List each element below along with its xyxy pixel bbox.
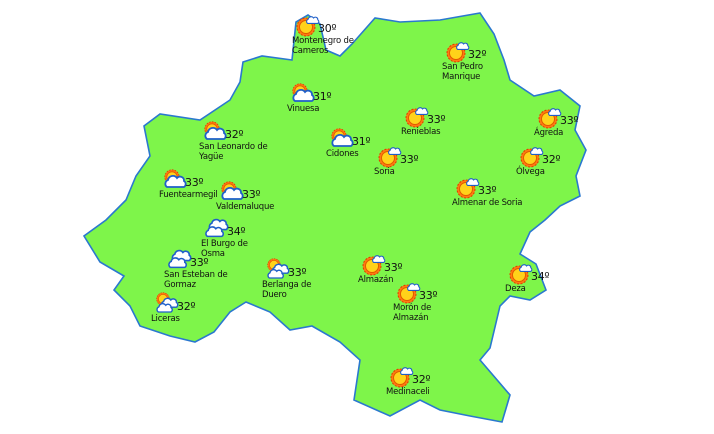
- temperature: 30º: [318, 22, 337, 35]
- cloud-sun-icon: [163, 168, 187, 192]
- location-name: Liceras: [151, 314, 180, 324]
- location-name: San Leonardo de Yagüe: [199, 142, 268, 162]
- location-name: Renieblas: [401, 127, 441, 137]
- location-name: Almenar de Soria: [452, 198, 523, 208]
- location-name: Almazán: [358, 275, 394, 285]
- temperature: 32º: [177, 300, 196, 313]
- location-name: Vinuesa: [287, 104, 320, 114]
- temperature: 32º: [468, 48, 487, 61]
- location-name: San Pedro Manrique: [442, 62, 483, 82]
- temperature: 33º: [288, 266, 307, 279]
- location-name: Morón de Almazán: [393, 303, 432, 323]
- sun-small-cloud-icon: [538, 106, 562, 130]
- temperature: 33º: [185, 176, 204, 189]
- temperature: 33º: [190, 256, 209, 269]
- temperature: 33º: [419, 289, 438, 302]
- sun-small-cloud-icon: [378, 145, 402, 169]
- location-name: Soria: [374, 167, 395, 177]
- temperature: 32º: [412, 373, 431, 386]
- temperature: 33º: [384, 261, 403, 274]
- cloud-sun-icon: [203, 120, 227, 144]
- location-name: Berlanga de Duero: [262, 280, 312, 300]
- sun-clouds-icon: [155, 292, 179, 316]
- location-name: Ólvega: [516, 167, 545, 177]
- temperature: 32º: [542, 153, 561, 166]
- location-name: San Esteban de Gormaz: [164, 270, 228, 290]
- location-name: Valdemaluque: [216, 202, 275, 212]
- sun-small-cloud-icon: [405, 105, 429, 129]
- soria-province: [82, 12, 587, 423]
- location-name: Montenegro de Cameros: [292, 36, 354, 56]
- temperature: 33º: [478, 184, 497, 197]
- sun-small-cloud-icon: [397, 281, 421, 305]
- temperature: 33º: [560, 114, 579, 127]
- location-name: Cidones: [326, 149, 359, 159]
- sun-clouds-icon: [266, 258, 290, 282]
- sun-small-cloud-icon: [390, 365, 414, 389]
- location-name: Ágreda: [534, 128, 564, 138]
- clouds-icon: [205, 217, 229, 241]
- sun-small-cloud-icon: [296, 14, 320, 38]
- sun-small-cloud-icon: [456, 176, 480, 200]
- clouds-icon: [168, 248, 192, 272]
- location-name: El Burgo de Osma: [201, 239, 248, 259]
- temperature: 33º: [400, 153, 419, 166]
- sun-small-cloud-icon: [520, 145, 544, 169]
- location-name: Deza: [505, 284, 526, 294]
- temperature: 34º: [227, 225, 246, 238]
- sun-small-cloud-icon: [446, 40, 470, 64]
- sun-small-cloud-icon: [509, 262, 533, 286]
- sun-small-cloud-icon: [362, 253, 386, 277]
- temperature: 31º: [313, 90, 332, 103]
- temperature: 31º: [352, 135, 371, 148]
- cloud-sun-icon: [291, 82, 315, 106]
- cloud-sun-icon: [330, 127, 354, 151]
- location-name: Medinaceli: [386, 387, 430, 397]
- location-name: Fuentearmegil: [159, 190, 218, 200]
- temperature: 34º: [531, 270, 550, 283]
- temperature: 32º: [225, 128, 244, 141]
- temperature: 33º: [242, 188, 261, 201]
- cloud-sun-icon: [220, 180, 244, 204]
- temperature: 33º: [427, 113, 446, 126]
